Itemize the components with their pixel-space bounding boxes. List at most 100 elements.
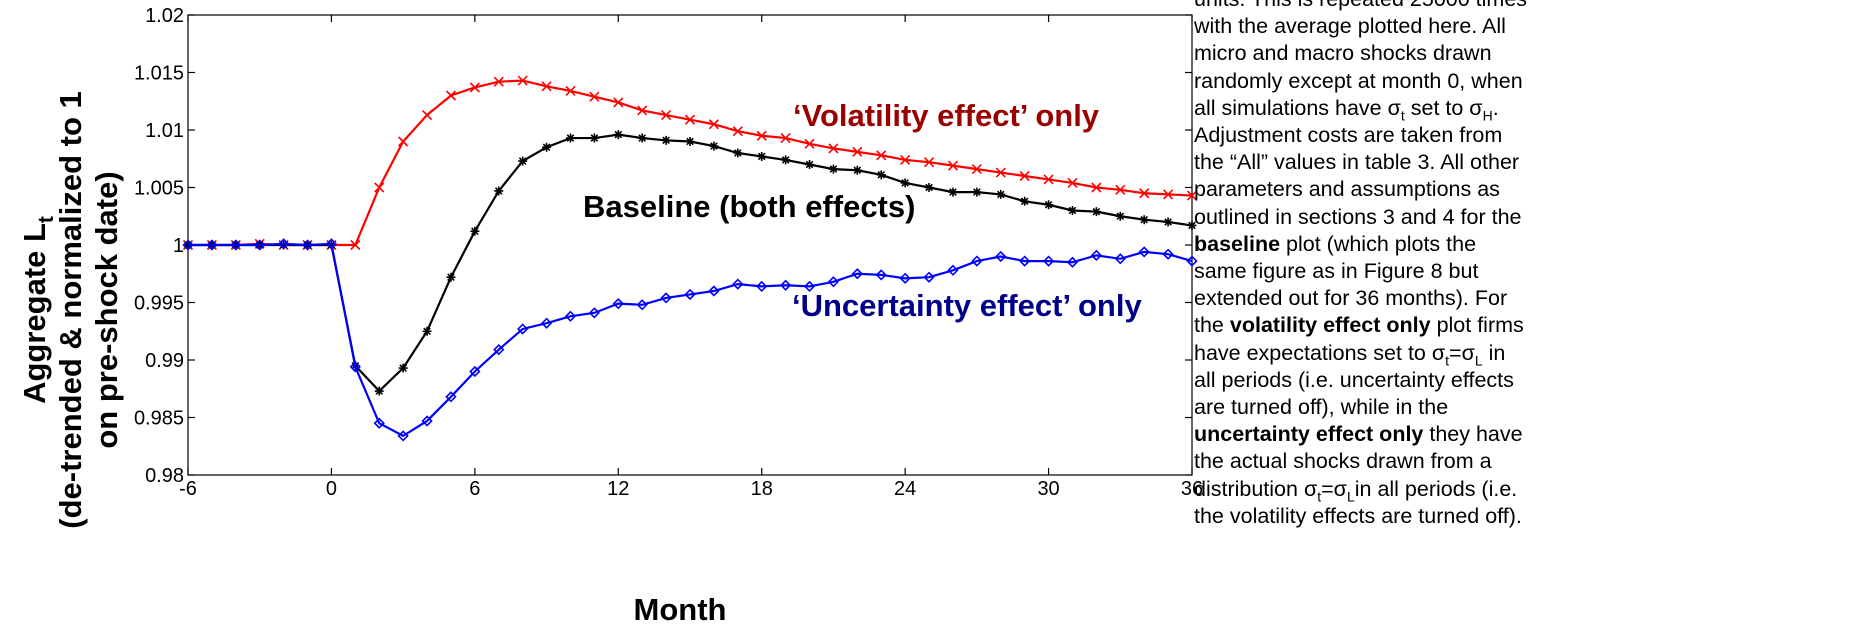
x-axis-label: Month bbox=[634, 592, 727, 624]
data-point bbox=[230, 239, 242, 251]
data-point bbox=[1139, 188, 1150, 199]
data-point bbox=[1115, 211, 1125, 221]
data-point bbox=[374, 182, 385, 193]
data-point bbox=[732, 278, 744, 290]
side-note-line: randomly except at month 0, when bbox=[1194, 68, 1523, 93]
data-point bbox=[781, 155, 791, 165]
side-note-line: the volatility effect only plot firms bbox=[1194, 313, 1524, 338]
data-point bbox=[325, 238, 338, 250]
data-point bbox=[637, 105, 648, 116]
data-point bbox=[1139, 215, 1149, 225]
data-point bbox=[254, 239, 266, 251]
data-point bbox=[1187, 220, 1197, 230]
ticks-layer: -6 0 6 12 18 24 30 36 0.98 0.985 0.99 0.995 1 1.005 1.… bbox=[134, 5, 1203, 500]
data-point bbox=[661, 135, 671, 145]
data-point bbox=[301, 239, 314, 251]
data-point bbox=[1138, 246, 1150, 258]
data-point bbox=[923, 271, 935, 283]
data-point bbox=[1042, 255, 1055, 267]
data-point bbox=[446, 272, 456, 282]
data-point bbox=[349, 361, 361, 373]
x-tick-label: 0 bbox=[326, 478, 337, 500]
side-note-line: the “All” values in table 3. All other bbox=[1194, 150, 1520, 175]
data-point bbox=[469, 365, 481, 378]
data-point bbox=[971, 255, 983, 267]
side-note-line: are turned off), while in the bbox=[1194, 395, 1449, 420]
y-tick-label: 0.985 bbox=[134, 408, 184, 430]
data-point bbox=[589, 133, 599, 143]
y-axis-label: Aggregate Lt (de-trended & normalized to… bbox=[17, 91, 124, 528]
data-point bbox=[923, 157, 935, 168]
data-point bbox=[1115, 184, 1126, 195]
data-point bbox=[780, 132, 791, 144]
data-point bbox=[1066, 256, 1079, 268]
data-point bbox=[564, 310, 577, 322]
data-point bbox=[613, 97, 624, 108]
annotation-baseline: Baseline (both effects) bbox=[583, 189, 915, 224]
data-point bbox=[1090, 249, 1103, 261]
data-point bbox=[804, 138, 815, 149]
data-point bbox=[1186, 255, 1198, 267]
data-point bbox=[661, 109, 672, 121]
side-note-line: uncertainty effect only they have bbox=[1194, 422, 1523, 447]
data-point bbox=[684, 114, 696, 125]
data-point bbox=[875, 269, 887, 281]
data-point bbox=[685, 137, 695, 146]
data-point bbox=[565, 85, 576, 96]
data-point bbox=[827, 276, 840, 288]
x-tick-label: -6 bbox=[179, 478, 197, 500]
series-line bbox=[188, 133, 1193, 393]
data-point bbox=[660, 292, 672, 304]
data-point bbox=[518, 156, 528, 166]
side-note-line: all periods (i.e. uncertainty effects bbox=[1194, 367, 1514, 392]
data-point bbox=[900, 178, 910, 188]
data-point bbox=[708, 285, 720, 297]
x-tick-label: 6 bbox=[469, 478, 480, 500]
data-point bbox=[805, 160, 815, 169]
side-note-line: baseline plot (which plots the bbox=[1194, 231, 1477, 256]
data-point bbox=[613, 130, 623, 140]
side-note-line: Adjustment costs are taken from bbox=[1194, 123, 1503, 148]
data-point bbox=[708, 119, 719, 130]
data-point bbox=[900, 154, 911, 165]
data-point bbox=[494, 186, 504, 196]
data-point bbox=[733, 148, 743, 158]
data-point bbox=[851, 268, 863, 280]
side-note-line: the actual shocks drawn from a bbox=[1194, 449, 1492, 474]
data-point bbox=[398, 363, 408, 373]
data-point bbox=[876, 170, 886, 180]
data-point bbox=[493, 344, 505, 356]
side-note: units. This is repeated 25000 times with… bbox=[1194, 0, 1584, 530]
data-point bbox=[1019, 170, 1030, 182]
data-point bbox=[972, 187, 982, 197]
data-point bbox=[470, 226, 480, 236]
x-tick-label: 24 bbox=[894, 478, 916, 500]
y-tick-label: 1 bbox=[173, 235, 184, 257]
data-point bbox=[1043, 174, 1054, 185]
data-point bbox=[636, 299, 648, 311]
data-point bbox=[971, 164, 982, 175]
data-point bbox=[1186, 190, 1198, 201]
series-layer bbox=[182, 75, 1198, 442]
data-point bbox=[182, 239, 194, 251]
side-note-line: parameters and assumptions as bbox=[1194, 177, 1500, 202]
x-tick-label: 36 bbox=[1181, 478, 1203, 500]
data-point bbox=[445, 90, 457, 101]
data-point bbox=[1114, 253, 1126, 265]
x-tick-label: 12 bbox=[607, 478, 629, 500]
data-point bbox=[637, 133, 647, 143]
data-point bbox=[421, 415, 433, 427]
data-point bbox=[709, 141, 719, 151]
y-tick-label: 1.015 bbox=[134, 63, 184, 85]
data-point bbox=[421, 109, 433, 121]
data-point bbox=[828, 143, 839, 154]
side-note-line: all simulations have σt set to σH. bbox=[1194, 95, 1499, 124]
data-point bbox=[899, 272, 911, 284]
data-point bbox=[422, 326, 432, 336]
y-tick-label: 0.98 bbox=[145, 465, 184, 487]
data-point bbox=[852, 146, 863, 157]
data-point bbox=[757, 151, 767, 161]
data-point bbox=[1163, 217, 1173, 227]
y-axis-label-line3: on pre-shock date) bbox=[89, 171, 124, 448]
data-point bbox=[398, 136, 409, 147]
